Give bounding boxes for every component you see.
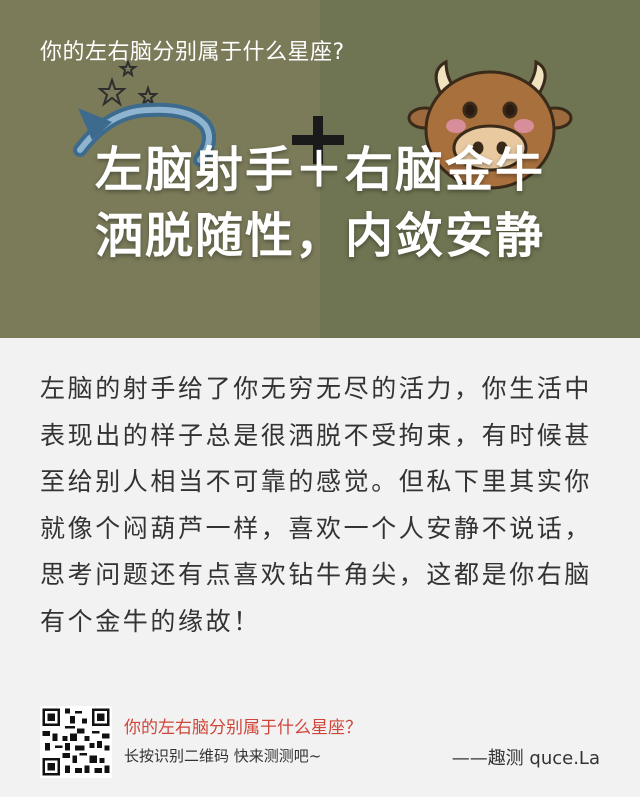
qr-code-icon[interactable] [40, 706, 112, 778]
result-line: 左脑的射手给了你无穷无尽的活力，你生活中 [40, 374, 593, 403]
result-line: 有个金牛的缘故！ [40, 606, 261, 636]
quiz-title: 你的左右脑分别属于什么星座? [40, 40, 345, 65]
footer-subtitle: 长按识别二维码 快来测测吧~ [124, 747, 322, 765]
hero-banner: 你的左右脑分别属于什么星座? 左脑射手＋右脑金牛 洒脱随性，内敛安静 [0, 0, 640, 338]
footer-title: 你的左右脑分别属于什么星座？ [124, 718, 362, 738]
result-line: 表现出的样子总是很洒脱不受拘束，有时候甚 [40, 420, 593, 450]
sagittarius-symbol-icon [73, 102, 216, 167]
headline-line-2: 洒脱随性，内敛安静 [94, 208, 545, 264]
footer-brand: ——趣测 quce.La [451, 748, 600, 769]
result-description: 左脑的射手给了你无穷无尽的活力，你生活中 表现出的样子总是很洒脱不受拘束，有时候… [40, 366, 605, 645]
result-line: 至给别人相当不可靠的感觉。但私下里其实你 [40, 467, 593, 496]
headline-line-1: 左脑射手＋右脑金牛 [94, 142, 545, 198]
result-line: 就像个闷葫芦一样，喜欢一个人安静不说话， [40, 513, 593, 543]
plus-icon [292, 116, 344, 164]
result-line: 思考问题还有点喜欢钻牛角尖，这都是你右脑 [40, 560, 593, 589]
star-icon [97, 59, 159, 107]
cartoon-bull-icon [407, 59, 573, 190]
hero-left-panel [0, 0, 320, 338]
hero-artwork [73, 59, 573, 190]
